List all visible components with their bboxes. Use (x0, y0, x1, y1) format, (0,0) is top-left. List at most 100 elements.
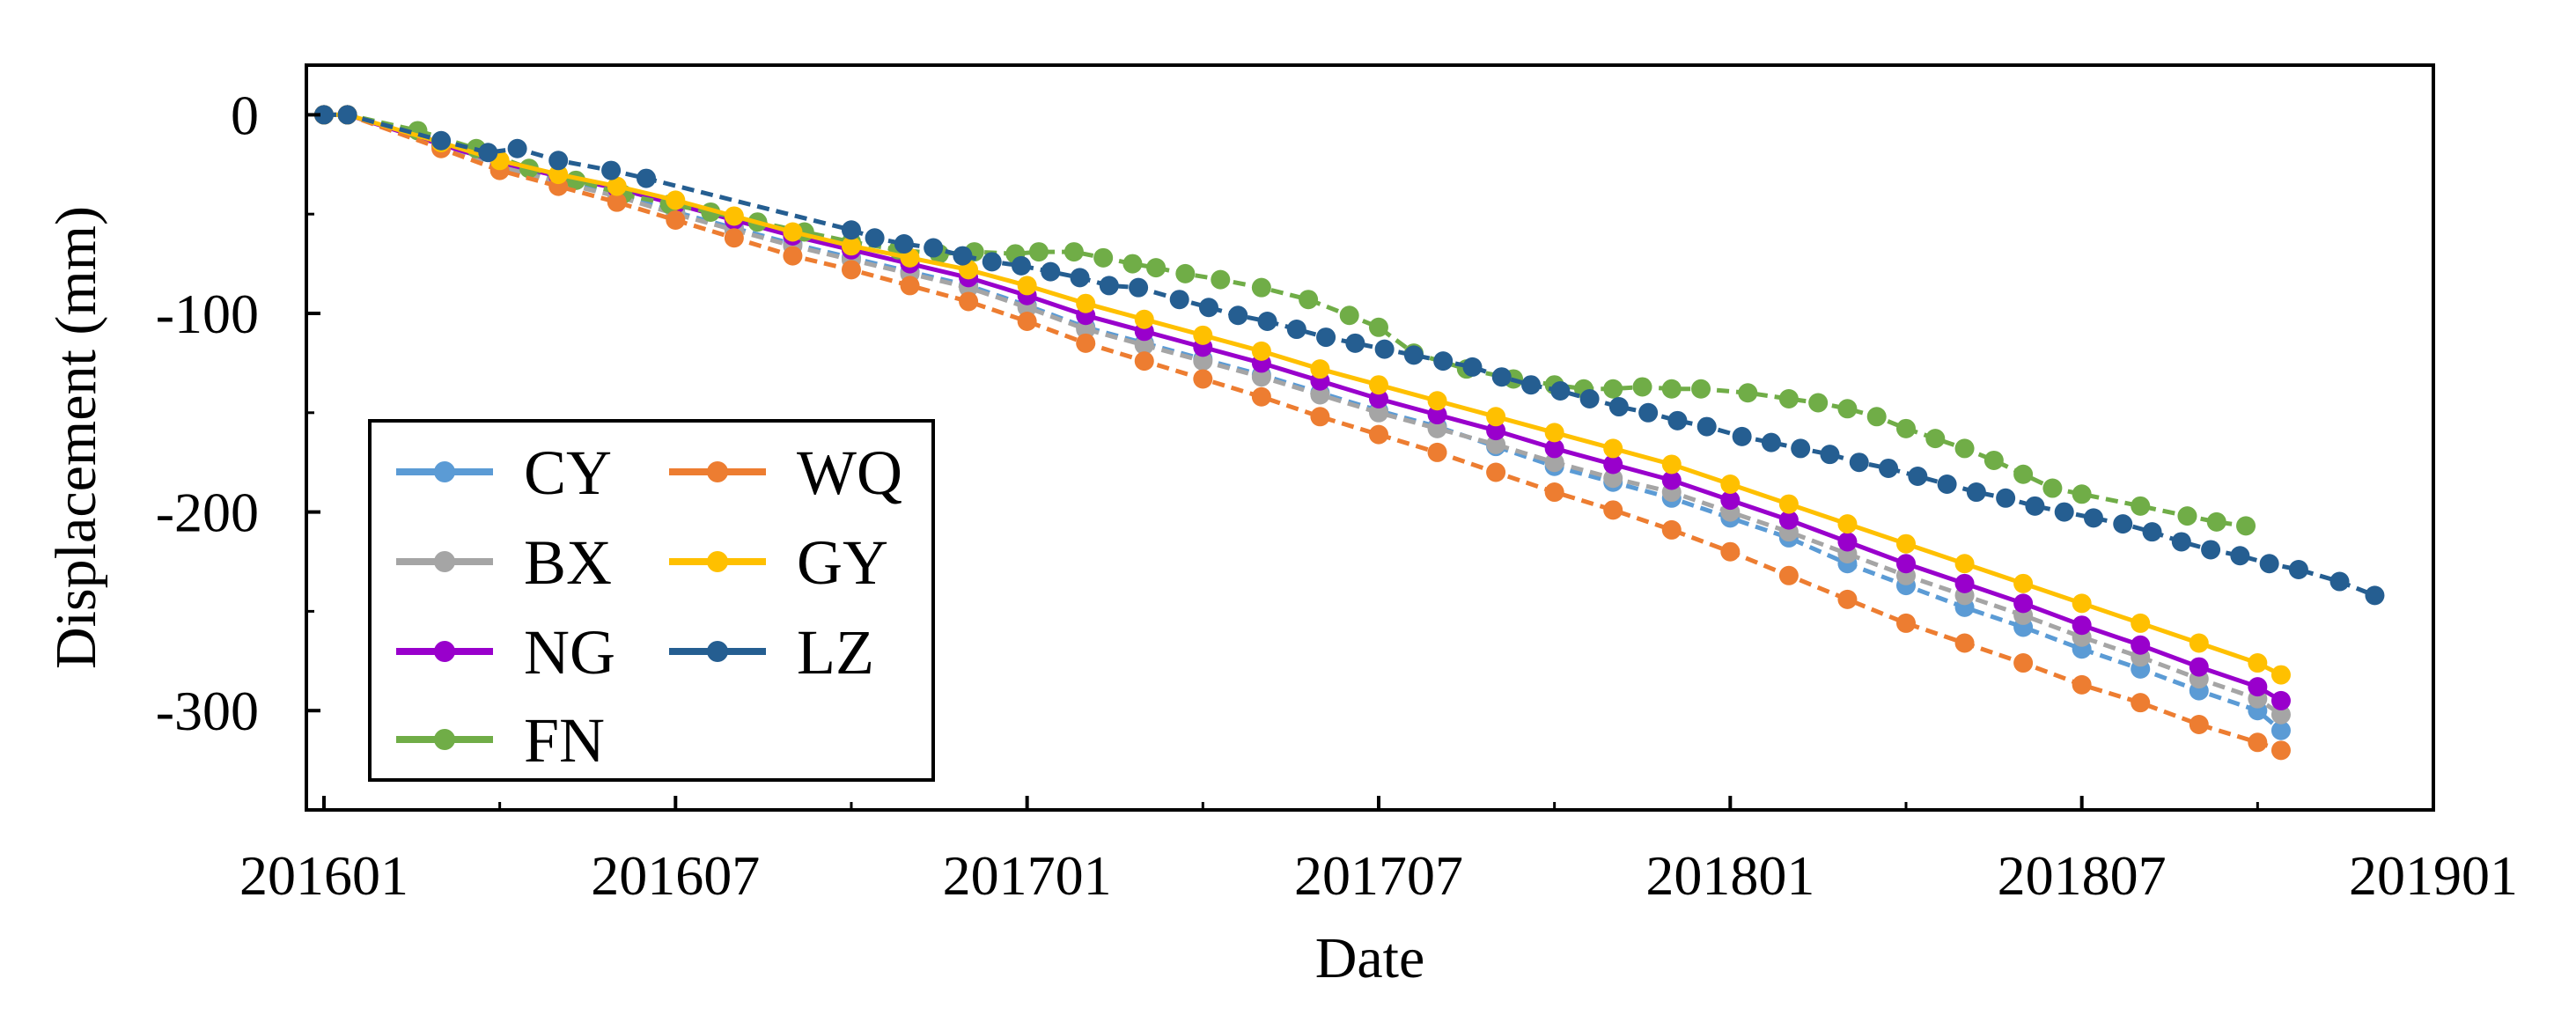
data-point (1954, 554, 1975, 574)
legend-swatch-marker (434, 551, 455, 572)
data-point (1954, 438, 1975, 459)
data-point (2113, 514, 2133, 534)
x-tick-label: 201801 (1645, 844, 1814, 907)
data-point (507, 138, 527, 158)
data-point (1925, 429, 1946, 449)
data-point (1984, 450, 2004, 470)
data-point (2013, 573, 2034, 593)
data-point (2042, 478, 2063, 498)
data-point (1603, 379, 1623, 399)
x-tick-label: 201607 (591, 844, 760, 907)
data-point (1720, 541, 1741, 562)
data-point (783, 246, 803, 266)
data-point (1257, 312, 1277, 332)
y-tick-label: 0 (231, 84, 259, 146)
data-point (1011, 255, 1031, 276)
data-point (1028, 242, 1049, 262)
data-point (1837, 399, 1858, 419)
data-point (1134, 309, 1154, 329)
data-point (2248, 732, 2268, 753)
data-point (1122, 254, 1143, 274)
x-tick-label: 201601 (239, 844, 408, 907)
data-point (1895, 418, 1916, 438)
data-point (2177, 506, 2197, 526)
legend-label: NG (524, 617, 615, 688)
data-point (1895, 613, 1916, 633)
data-point (841, 260, 861, 280)
legend-swatch-marker (707, 641, 728, 662)
data-point (1486, 462, 1506, 482)
data-point (953, 246, 973, 266)
data-point (1879, 458, 1899, 478)
data-point (1603, 500, 1623, 520)
data-point (1550, 380, 1571, 401)
data-point (2025, 496, 2045, 516)
data-point (2189, 657, 2209, 677)
data-point (1937, 475, 1957, 495)
data-point (2248, 653, 2268, 673)
data-point (2171, 532, 2191, 552)
data-point (1837, 589, 1858, 609)
data-point (1169, 290, 1189, 310)
data-point (1603, 438, 1623, 459)
data-point (2142, 522, 2162, 542)
data-point (1544, 438, 1564, 459)
data-point (1544, 482, 1564, 503)
data-point (1368, 424, 1388, 445)
data-point (1228, 305, 1248, 326)
data-point (1251, 367, 1271, 387)
data-point (1579, 389, 1600, 409)
legend-swatch-marker (707, 551, 728, 572)
data-point (1908, 466, 1928, 486)
data-point (1837, 514, 1858, 534)
data-point (865, 228, 885, 248)
data-point (2329, 571, 2350, 592)
data-point (2365, 585, 2385, 606)
data-point (1691, 379, 1711, 399)
data-point (1129, 277, 1149, 298)
data-point (1427, 442, 1447, 462)
data-point (1486, 421, 1506, 441)
data-point (1251, 277, 1271, 298)
data-point (724, 206, 744, 226)
series-wq (313, 105, 2291, 761)
data-point (1820, 445, 1840, 465)
data-point (1603, 454, 1623, 475)
data-point (1427, 405, 1447, 425)
data-point (1661, 454, 1682, 475)
data-point (2271, 720, 2291, 740)
data-point (2072, 615, 2092, 636)
data-point (1041, 261, 1061, 282)
data-point (2271, 690, 2291, 710)
data-point (1632, 377, 1652, 397)
data-point (1198, 298, 1218, 318)
x-tick-label: 201707 (1294, 844, 1463, 907)
x-tick-label: 201701 (943, 844, 1112, 907)
data-point (1310, 359, 1330, 379)
data-point (1339, 305, 1359, 326)
data-point (1966, 482, 1986, 503)
data-point (1462, 357, 1483, 377)
data-point (1720, 490, 1741, 511)
data-point (1996, 488, 2016, 508)
x-tick-label: 201807 (1998, 844, 2167, 907)
data-point (601, 160, 622, 180)
data-point (2131, 613, 2151, 633)
data-point (1193, 369, 1213, 389)
data-point (1251, 386, 1271, 407)
data-point (1544, 423, 1564, 443)
data-point (2288, 560, 2308, 580)
data-point (2271, 740, 2291, 761)
data-point (1837, 532, 1858, 552)
data-point (1310, 385, 1330, 405)
data-point (1345, 333, 1365, 353)
data-point (1954, 633, 1975, 653)
data-point (2271, 704, 2291, 725)
data-point (1954, 573, 1975, 593)
data-point (2131, 693, 2151, 713)
data-point (1720, 475, 1741, 495)
data-point (2072, 484, 2092, 504)
data-point (841, 236, 861, 256)
data-point (1286, 320, 1306, 340)
data-point (1661, 379, 1682, 399)
